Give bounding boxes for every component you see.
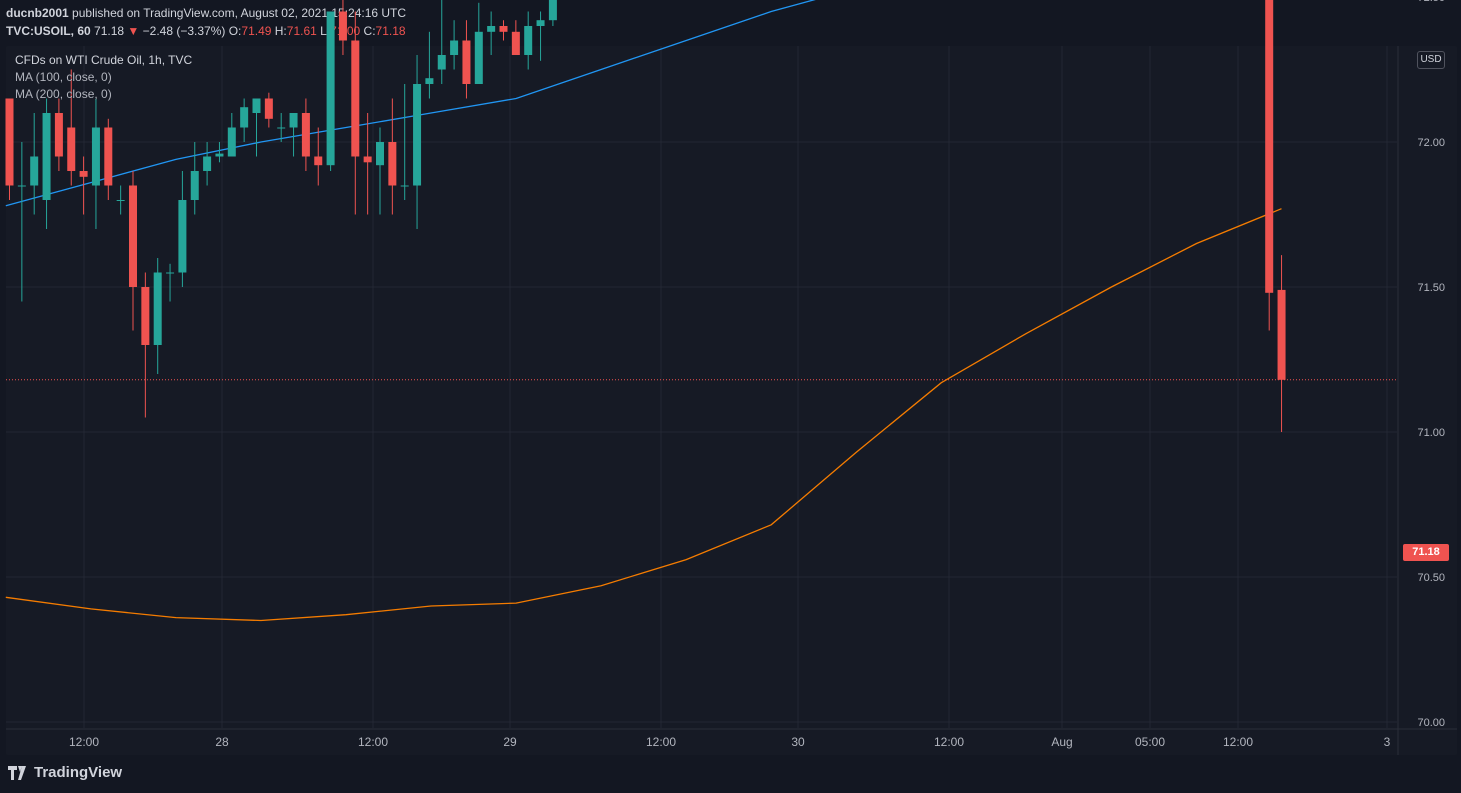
- ma200-line: [5, 208, 1282, 622]
- candle-body: [129, 185, 137, 287]
- publish-line: ducnb2001 published on TradingView.com, …: [6, 4, 406, 22]
- candle-body: [54, 113, 63, 157]
- candle-body: [363, 156, 372, 163]
- candle-body: [240, 107, 249, 128]
- x-tick-label: 29: [503, 735, 517, 749]
- y-tick-label: 72.00: [1417, 137, 1445, 149]
- candle-body: [277, 127, 286, 129]
- y-tick-label: 70.00: [1417, 717, 1445, 729]
- candle-body: [413, 84, 422, 186]
- candle-body: [376, 142, 384, 166]
- low-label: L:: [320, 24, 331, 38]
- candle-body: [437, 55, 446, 70]
- candle-body: [190, 171, 199, 200]
- x-tick-label: 12:00: [646, 735, 676, 749]
- high-value: 71.61: [286, 24, 317, 38]
- x-tick-label: 12:00: [934, 735, 964, 749]
- time-axis: 12:00 28 12:00 29 12:00 30 12:00 Aug 05:00 12:00 3: [69, 735, 1391, 749]
- current-price-tag: 71.18: [1403, 544, 1449, 561]
- close-label: C:: [363, 24, 376, 38]
- candle-body: [301, 113, 310, 157]
- candle-body: [289, 113, 298, 128]
- candle-body: [338, 11, 347, 41]
- candle-body: [314, 156, 323, 166]
- candle-body: [351, 40, 360, 157]
- candle-body: [5, 98, 14, 186]
- x-tick-label: 12:00: [69, 735, 99, 749]
- x-tick-label: Aug: [1051, 735, 1072, 749]
- price-axis: 70.0070.5071.0071.5072.0072.5073.0073.50…: [1417, 0, 1445, 729]
- candle-body: [388, 142, 397, 186]
- y-tick-label: 70.50: [1417, 572, 1445, 584]
- ma100-line: [5, 0, 816, 207]
- candle-body: [67, 127, 76, 171]
- candle-body: [499, 26, 508, 32]
- candle-body: [1265, 0, 1274, 293]
- y-tick-label: 72.50: [1417, 0, 1445, 4]
- candles-layer: [5, 0, 1286, 432]
- candle-body: [79, 171, 88, 177]
- close-value: 71.18: [375, 24, 406, 38]
- chart-pane[interactable]: [6, 46, 1457, 755]
- brand-name: TradingView: [34, 764, 123, 781]
- candle-body: [487, 26, 496, 32]
- publish-header: ducnb2001 published on TradingView.com, …: [6, 4, 406, 40]
- tradingview-logo-icon: [8, 765, 26, 780]
- ohlc-line: TVC:USOIL, 60 71.18 ▼ −2.48 (−3.37%) O:7…: [6, 22, 406, 40]
- symbol-label: TVC:USOIL, 60: [6, 24, 91, 38]
- candle-body: [203, 156, 212, 171]
- candle-body: [474, 31, 483, 84]
- high-label: H:: [274, 24, 287, 38]
- candle-body: [425, 78, 434, 84]
- candle-body: [1277, 289, 1286, 380]
- candle-body: [17, 185, 26, 187]
- candle-body: [511, 31, 520, 55]
- change-value: −2.48 (−3.37%): [142, 24, 226, 38]
- publish-info: published on TradingView.com, August 02,…: [72, 6, 407, 20]
- change-arrow-icon: ▼: [127, 24, 140, 38]
- candle-body: [252, 98, 261, 113]
- candle-body: [30, 156, 39, 186]
- candle-body: [215, 153, 224, 157]
- y-tick-label: 71.00: [1417, 427, 1445, 439]
- candle-body: [153, 272, 162, 345]
- x-tick-label: 12:00: [358, 735, 388, 749]
- candle-body: [462, 40, 471, 84]
- legend-title[interactable]: CFDs on WTI Crude Oil, 1h, TVC: [15, 53, 193, 67]
- y-tick-label: 71.50: [1417, 282, 1445, 294]
- candle-body: [400, 185, 409, 187]
- ma200-layer: [5, 208, 1282, 622]
- candle-body: [326, 11, 335, 166]
- candle-body: [42, 113, 51, 200]
- candle-body: [178, 200, 187, 273]
- candle-body: [524, 26, 533, 55]
- candle-body: [91, 127, 100, 186]
- x-tick-label: 05:00: [1135, 735, 1165, 749]
- x-tick-label: 12:00: [1223, 735, 1253, 749]
- candle-body: [536, 20, 545, 26]
- candle-body: [227, 127, 236, 157]
- x-tick-label: 30: [791, 735, 805, 749]
- candle-body: [104, 127, 113, 186]
- candle-body: [264, 98, 273, 119]
- tradingview-logo[interactable]: TradingView: [8, 764, 122, 781]
- x-tick-label: 28: [215, 735, 229, 749]
- last-price: 71.18: [94, 24, 125, 38]
- currency-badge[interactable]: USD: [1417, 51, 1445, 69]
- candle-body: [450, 40, 459, 55]
- open-label: O:: [228, 24, 242, 38]
- x-tick-label: 3: [1384, 735, 1391, 749]
- candle-body: [548, 0, 557, 21]
- candle-body: [166, 272, 175, 274]
- legend-ma200[interactable]: MA (200, close, 0): [15, 87, 112, 101]
- grid-lines: [6, 46, 1457, 755]
- candle-body: [116, 200, 125, 201]
- chart-legend: CFDs on WTI Crude Oil, 1h, TVC MA (100, …: [15, 52, 192, 103]
- open-value: 71.49: [241, 24, 272, 38]
- ma100-layer: [5, 0, 816, 207]
- candle-body: [141, 287, 150, 345]
- author-name[interactable]: ducnb2001: [6, 6, 69, 20]
- legend-ma100[interactable]: MA (100, close, 0): [15, 70, 112, 84]
